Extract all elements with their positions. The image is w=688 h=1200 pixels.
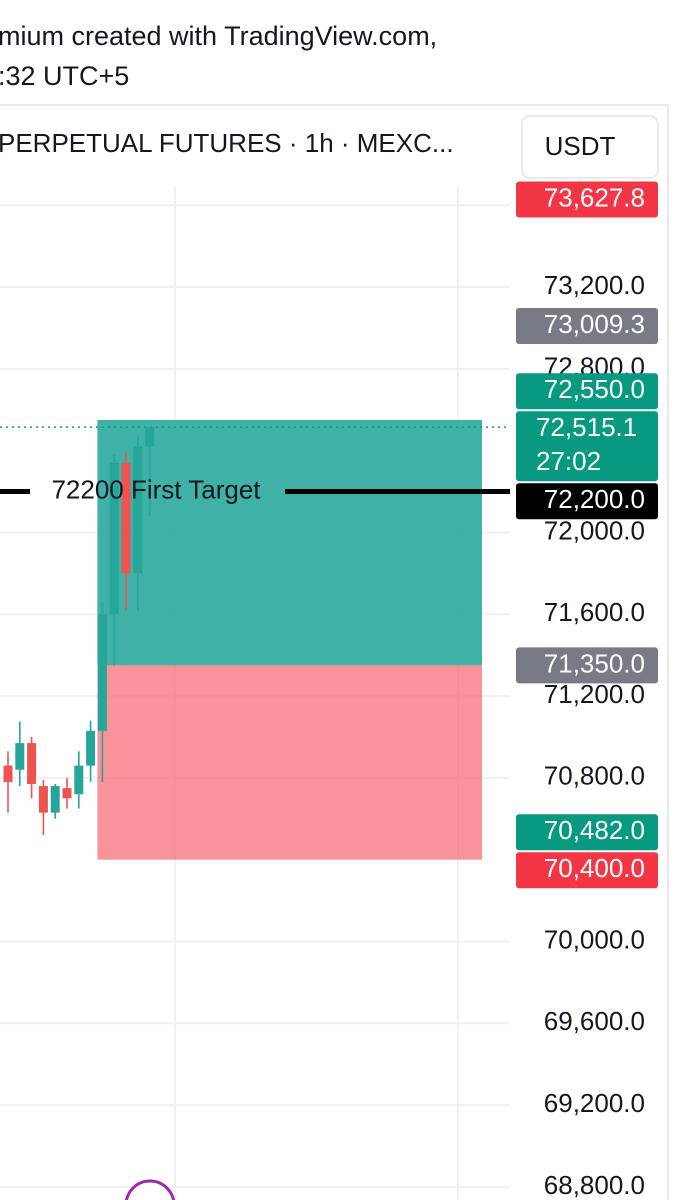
y-tick-label: 68,800.0 bbox=[544, 1170, 645, 1200]
y-tick-label: 71,600.0 bbox=[544, 597, 645, 627]
candle-body bbox=[62, 788, 72, 799]
price-badge-label: 71,350.0 bbox=[544, 648, 645, 678]
y-tick-label: 71,200.0 bbox=[544, 679, 645, 709]
candle-body bbox=[74, 765, 84, 795]
price-badge-label: 70,400.0 bbox=[544, 853, 645, 883]
y-tick-label: 70,800.0 bbox=[544, 761, 645, 791]
price-badge bbox=[516, 647, 658, 684]
candle-body bbox=[50, 786, 60, 813]
y-tick-label: 72,000.0 bbox=[544, 515, 645, 545]
candle-body bbox=[38, 786, 48, 813]
plot: 72200 First Target bbox=[0, 419, 510, 860]
header-text: :32 UTC+5 bbox=[0, 61, 129, 91]
candle-body bbox=[3, 765, 13, 782]
candle-body bbox=[145, 427, 155, 447]
price-badge-label: 72,550.0 bbox=[544, 374, 645, 404]
price-badge-label: 73,627.8 bbox=[544, 182, 645, 212]
price-badge-label: 70,482.0 bbox=[544, 815, 645, 845]
y-tick-label: 69,200.0 bbox=[544, 1088, 645, 1118]
candle-body bbox=[86, 730, 96, 766]
y-tick-label: 69,600.0 bbox=[544, 1006, 645, 1036]
grid bbox=[0, 204, 510, 1188]
candle-body bbox=[97, 614, 107, 731]
header-text: mium created with TradingView.com, bbox=[0, 21, 437, 51]
y-tick-label: 73,200.0 bbox=[544, 270, 645, 300]
candle-body bbox=[133, 446, 143, 574]
currency-label[interactable]: USDT bbox=[545, 131, 616, 161]
price-badge-label: 73,009.3 bbox=[544, 309, 645, 339]
icon[interactable] bbox=[125, 1179, 175, 1200]
price-badge-label: 72,200.0 bbox=[544, 484, 645, 514]
candle-body bbox=[15, 743, 25, 770]
currency-button[interactable] bbox=[521, 115, 659, 179]
price-badge bbox=[516, 814, 658, 851]
price-badge-label: 72,515.1 bbox=[536, 412, 637, 442]
candle-body bbox=[27, 743, 37, 785]
target-zone bbox=[97, 419, 483, 666]
candle-body bbox=[109, 462, 119, 615]
price-badge bbox=[516, 411, 658, 482]
stop-zone bbox=[97, 665, 483, 860]
countdown-label: 27:02 bbox=[536, 446, 601, 476]
price-badge bbox=[516, 308, 658, 345]
candle-body bbox=[121, 462, 131, 574]
price-badge bbox=[516, 483, 658, 520]
price-badge bbox=[516, 852, 658, 889]
target-label: 72200 First Target bbox=[51, 474, 261, 504]
title-bg bbox=[0, 106, 515, 186]
y-tick-label: 70,000.0 bbox=[544, 924, 645, 954]
price-badges: 73,627.8 73,009.3 72,550.0 72,515.1 27:02 72,… bbox=[516, 181, 658, 889]
price-badge bbox=[516, 373, 658, 410]
chart-title: PERPETUAL FUTURES · 1h · MEXC... bbox=[0, 128, 454, 158]
price-badge bbox=[516, 181, 658, 218]
